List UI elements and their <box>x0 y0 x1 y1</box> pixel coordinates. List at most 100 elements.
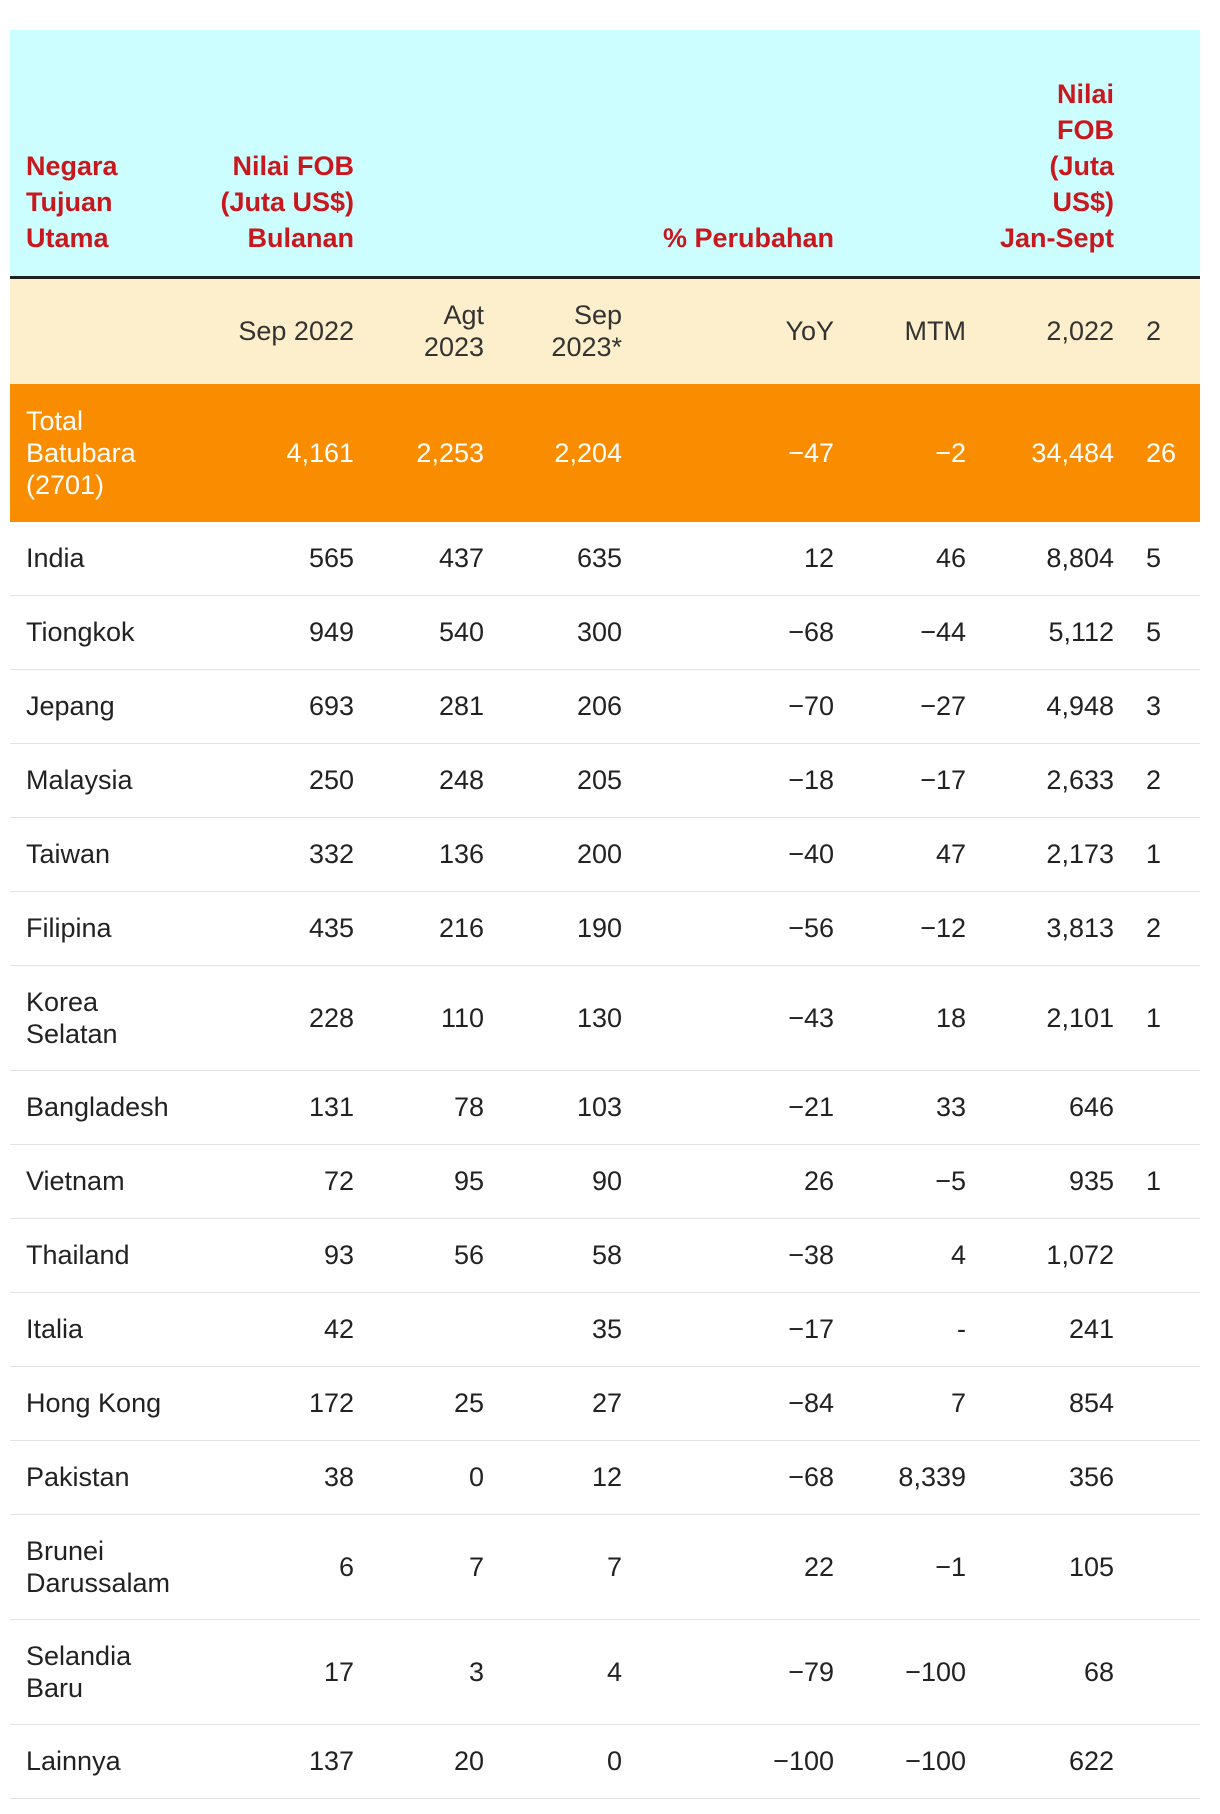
cell-ytd2022: 2,101 <box>982 965 1130 1071</box>
header-ytd: Nilai FOB (Juta US$) Jan-Sept <box>982 30 1130 277</box>
total-country: Total Batubara (2701) <box>10 383 200 522</box>
total-ytd2022: 34,484 <box>982 383 1130 522</box>
cell-sep2023: 206 <box>500 669 638 744</box>
cell-ytd2022: 356 <box>982 1440 1130 1515</box>
header-monthly: Nilai FOB (Juta US$) Bulanan <box>200 30 370 277</box>
cell-mtm: 47 <box>850 817 982 892</box>
cell-ytd2022: 4,948 <box>982 669 1130 744</box>
cell-sep2022: 565 <box>200 521 370 596</box>
table-row: Taiwan 332 136 200 −40 47 2,173 1 <box>10 817 1200 892</box>
cell-ytd2022: 622 <box>982 1724 1130 1799</box>
subheader-yoy: YoY <box>638 278 850 384</box>
cell-yoy: −18 <box>638 743 850 818</box>
cell-agt2023: 281 <box>370 669 500 744</box>
header-change: % Perubahan <box>638 30 850 277</box>
cell-yoy: 26 <box>638 1144 850 1219</box>
cell-ytd2023 <box>1130 1292 1200 1367</box>
cell-ytd2023: 2 <box>1130 743 1200 818</box>
header-divider <box>10 275 1200 280</box>
table-row: Brunei Darussalam 6 7 7 22 −1 105 <box>10 1514 1200 1620</box>
cell-country: Taiwan <box>10 817 200 892</box>
table-row: India 565 437 635 12 46 8,804 5 <box>10 521 1200 596</box>
cell-agt2023: 437 <box>370 521 500 596</box>
cell-sep2023: 7 <box>500 1514 638 1620</box>
header-empty-2 <box>500 30 638 277</box>
cell-country: Jepang <box>10 669 200 744</box>
subheader-mtm: MTM <box>850 278 982 384</box>
cell-mtm: 4 <box>850 1218 982 1293</box>
subheader-ytd2022: 2,022 <box>982 278 1130 384</box>
table-row: Jepang 693 281 206 −70 −27 4,948 3 <box>10 669 1200 744</box>
cell-sep2023: 190 <box>500 891 638 966</box>
table-row: Thailand 93 56 58 −38 4 1,072 <box>10 1218 1200 1293</box>
cell-country: Vietnam <box>10 1144 200 1219</box>
cell-ytd2023: 2 <box>1130 891 1200 966</box>
cell-sep2023: 205 <box>500 743 638 818</box>
cell-yoy: −79 <box>638 1619 850 1725</box>
cell-sep2022: 332 <box>200 817 370 892</box>
cell-sep2023: 635 <box>500 521 638 596</box>
cell-mtm: 7 <box>850 1366 982 1441</box>
cell-agt2023: 78 <box>370 1070 500 1145</box>
cell-country: Bangladesh <box>10 1070 200 1145</box>
table-row: Italia 42 35 −17 - 241 <box>10 1292 1200 1367</box>
cell-ytd2022: 241 <box>982 1292 1130 1367</box>
cell-sep2023: 58 <box>500 1218 638 1293</box>
cell-sep2023: 4 <box>500 1619 638 1725</box>
cell-sep2022: 42 <box>200 1292 370 1367</box>
cell-country: Filipina <box>10 891 200 966</box>
cell-sep2023: 103 <box>500 1070 638 1145</box>
cell-ytd2022: 5,112 <box>982 595 1130 670</box>
subheader-sep2023: Sep 2023* <box>500 278 638 384</box>
cell-agt2023 <box>370 1292 500 1367</box>
cell-ytd2022: 68 <box>982 1619 1130 1725</box>
subheader-agt2023: Agt 2023 <box>370 278 500 384</box>
table-row: Tiongkok 949 540 300 −68 −44 5,112 5 <box>10 595 1200 670</box>
cell-ytd2022: 854 <box>982 1366 1130 1441</box>
cell-country: Selandia Baru <box>10 1619 200 1725</box>
cell-sep2022: 72 <box>200 1144 370 1219</box>
cell-country: Malaysia <box>10 743 200 818</box>
cell-mtm: −1 <box>850 1514 982 1620</box>
cell-yoy: −68 <box>638 595 850 670</box>
table-row: Pakistan 38 0 12 −68 8,339 356 <box>10 1440 1200 1515</box>
cell-country: Pakistan <box>10 1440 200 1515</box>
subheader-ytd2023: 2 <box>1130 278 1200 384</box>
cell-mtm: 46 <box>850 521 982 596</box>
total-mtm: −2 <box>850 383 982 522</box>
subheader-row: Sep 2022 Agt 2023 Sep 2023* YoY MTM 2,02… <box>10 278 1200 384</box>
table-viewport[interactable]: Negara Tujuan Utama Nilai FOB (Juta US$)… <box>10 30 1200 1814</box>
cell-agt2023: 216 <box>370 891 500 966</box>
cell-ytd2023 <box>1130 1724 1200 1799</box>
cell-country: Thailand <box>10 1218 200 1293</box>
cell-mtm: −17 <box>850 743 982 818</box>
cell-ytd2023 <box>1130 1619 1200 1725</box>
cell-country: Brunei Darussalam <box>10 1514 200 1620</box>
cell-yoy: −17 <box>638 1292 850 1367</box>
cell-sep2022: 693 <box>200 669 370 744</box>
cell-mtm: 33 <box>850 1070 982 1145</box>
cell-agt2023: 110 <box>370 965 500 1071</box>
table-row: Filipina 435 216 190 −56 −12 3,813 2 <box>10 891 1200 966</box>
cell-sep2023: 35 <box>500 1292 638 1367</box>
cell-agt2023: 3 <box>370 1619 500 1725</box>
cell-mtm: −44 <box>850 595 982 670</box>
cell-yoy: −43 <box>638 965 850 1071</box>
cell-sep2022: 131 <box>200 1070 370 1145</box>
table-row: Selandia Baru 17 3 4 −79 −100 68 <box>10 1619 1200 1725</box>
cell-agt2023: 20 <box>370 1724 500 1799</box>
cell-agt2023: 0 <box>370 1440 500 1515</box>
cell-agt2023: 7 <box>370 1514 500 1620</box>
cell-country: Lainnya <box>10 1724 200 1799</box>
cell-ytd2023: 1 <box>1130 817 1200 892</box>
cell-yoy: 12 <box>638 521 850 596</box>
cell-ytd2022: 8,804 <box>982 521 1130 596</box>
cell-country: Italia <box>10 1292 200 1367</box>
cell-mtm: −5 <box>850 1144 982 1219</box>
cell-sep2023: 200 <box>500 817 638 892</box>
cell-ytd2022: 2,173 <box>982 817 1130 892</box>
cell-agt2023: 25 <box>370 1366 500 1441</box>
cell-ytd2022: 1,072 <box>982 1218 1130 1293</box>
table-row: Korea Selatan 228 110 130 −43 18 2,101 1 <box>10 965 1200 1071</box>
table-row: Malaysia 250 248 205 −18 −17 2,633 2 <box>10 743 1200 818</box>
